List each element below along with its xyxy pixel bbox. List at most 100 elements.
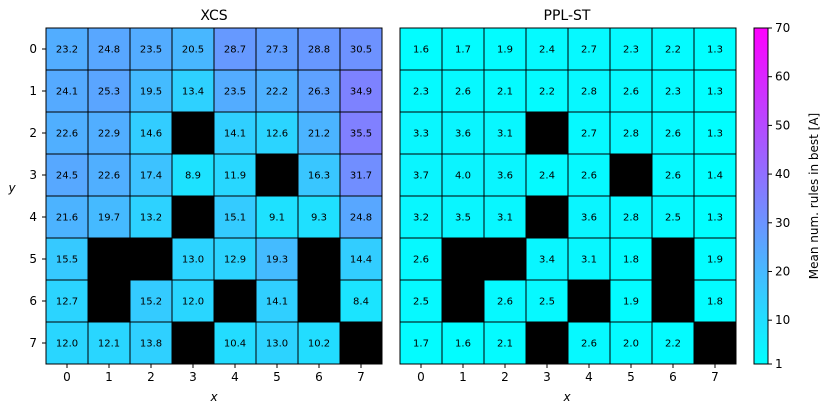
x-tick-label: 2 xyxy=(147,370,155,384)
heatmap-cell xyxy=(567,321,611,365)
heatmap-cell xyxy=(45,279,89,323)
heatmap-cell xyxy=(213,153,257,197)
cell-value-label: 2.2 xyxy=(665,45,681,56)
x-tick-label: 2 xyxy=(501,370,509,384)
cell-value-label: 3.3 xyxy=(413,129,429,140)
heatmap-cell xyxy=(339,195,383,239)
cell-value-label: 19.5 xyxy=(140,87,162,98)
heatmap-cell xyxy=(297,153,341,197)
x-tick-label: 1 xyxy=(459,370,467,384)
cell-value-label: 20.5 xyxy=(182,45,204,56)
heatmap-cell xyxy=(399,111,443,155)
blocked-cell xyxy=(693,321,737,365)
cell-value-label: 23.5 xyxy=(224,87,246,98)
colorbar-tick-label: 20 xyxy=(775,264,790,278)
cell-value-label: 3.1 xyxy=(497,129,513,140)
cell-value-label: 2.6 xyxy=(665,129,681,140)
y-tick-label: 5 xyxy=(29,252,37,266)
heatmap-cell xyxy=(525,279,569,323)
heatmap-cell xyxy=(255,111,299,155)
heatmap-cells: 1.6 1.7 1.9 2.4 2.7 2.3 2.2 1.3 2.3 2.6 2.1 2.2 2.8 2… xyxy=(399,27,737,365)
heatmap-cell xyxy=(213,321,257,365)
x-tick-label: 5 xyxy=(273,370,281,384)
blocked-cell xyxy=(651,237,695,281)
cell-value-label: 15.2 xyxy=(140,297,162,308)
heatmap-cell xyxy=(339,279,383,323)
y-tick-label: 4 xyxy=(29,210,37,224)
colorbar-label: Mean num. rules in best [A] xyxy=(807,113,821,279)
x-ticks: 0 1 2 3 4 5 6 7 xyxy=(63,364,365,384)
heatmap-cell xyxy=(693,27,737,71)
heatmap-cell xyxy=(87,27,131,71)
blocked-cell xyxy=(441,279,485,323)
cell-value-label: 2.6 xyxy=(497,297,513,308)
cell-value-label: 3.1 xyxy=(581,255,597,266)
x-axis-label: x xyxy=(562,390,571,404)
cell-value-label: 2.6 xyxy=(413,255,429,266)
cell-value-label: 17.4 xyxy=(140,171,162,182)
cell-value-label: 15.5 xyxy=(56,255,78,266)
colorbar-tick-label: 30 xyxy=(775,216,790,230)
cell-value-label: 30.5 xyxy=(350,45,372,56)
cell-value-label: 22.6 xyxy=(98,171,120,182)
y-tick-label: 0 xyxy=(29,42,37,56)
colorbar-tick-label: 40 xyxy=(775,167,790,181)
x-ticks: 0 1 2 3 4 5 6 7 xyxy=(417,364,719,384)
cell-value-label: 13.0 xyxy=(266,339,288,350)
cell-value-label: 19.7 xyxy=(98,213,120,224)
y-tick-label: 2 xyxy=(29,126,37,140)
cell-value-label: 3.1 xyxy=(497,213,513,224)
heatmap-cell xyxy=(651,321,695,365)
cell-value-label: 25.3 xyxy=(98,87,120,98)
cell-value-label: 2.4 xyxy=(539,171,555,182)
cell-value-label: 26.3 xyxy=(308,87,330,98)
cell-value-label: 12.0 xyxy=(56,339,78,350)
heatmap-cell xyxy=(87,111,131,155)
cell-value-label: 1.9 xyxy=(497,45,513,56)
x-tick-label: 6 xyxy=(315,370,323,384)
cell-value-label: 3.5 xyxy=(455,213,471,224)
cell-value-label: 22.6 xyxy=(56,129,78,140)
colorbar-gradient xyxy=(753,27,769,365)
heatmap-cell xyxy=(483,27,527,71)
x-tick-label: 5 xyxy=(627,370,635,384)
blocked-cell xyxy=(483,237,527,281)
cell-value-label: 3.6 xyxy=(455,129,471,140)
blocked-cell xyxy=(171,321,215,365)
cell-value-label: 2.5 xyxy=(665,213,681,224)
cell-value-label: 13.8 xyxy=(140,339,162,350)
cell-value-label: 3.7 xyxy=(413,171,429,182)
cell-value-label: 3.2 xyxy=(413,213,429,224)
heatmap-cell xyxy=(339,69,383,113)
heatmap-cell xyxy=(693,69,737,113)
cell-value-label: 14.6 xyxy=(140,129,162,140)
x-axis-label: x xyxy=(209,390,218,404)
cell-value-label: 2.8 xyxy=(623,129,639,140)
heatmap-cell xyxy=(339,153,383,197)
heatmap-cell xyxy=(87,69,131,113)
heatmap-cell xyxy=(213,237,257,281)
cell-value-label: 19.3 xyxy=(266,255,288,266)
blocked-cell xyxy=(651,279,695,323)
cell-value-label: 27.3 xyxy=(266,45,288,56)
cell-value-label: 24.8 xyxy=(98,45,120,56)
cell-value-label: 24.5 xyxy=(56,171,78,182)
cell-value-label: 2.7 xyxy=(581,45,597,56)
heatmap-cell xyxy=(693,195,737,239)
heatmap-cell xyxy=(693,111,737,155)
heatmap-cell xyxy=(651,195,695,239)
heatmap-cell xyxy=(255,279,299,323)
cell-value-label: 1.8 xyxy=(623,255,639,266)
cell-value-label: 1.3 xyxy=(707,45,723,56)
cell-value-label: 28.8 xyxy=(308,45,330,56)
cell-value-label: 1.9 xyxy=(623,297,639,308)
cell-value-label: 2.6 xyxy=(581,339,597,350)
heatmap-cell xyxy=(483,279,527,323)
y-axis-label: y xyxy=(7,181,16,195)
cell-value-label: 3.4 xyxy=(539,255,555,266)
cell-value-label: 22.2 xyxy=(266,87,288,98)
cell-value-label: 21.2 xyxy=(308,129,330,140)
cell-value-label: 1.9 xyxy=(707,255,723,266)
cell-value-label: 34.9 xyxy=(350,87,372,98)
